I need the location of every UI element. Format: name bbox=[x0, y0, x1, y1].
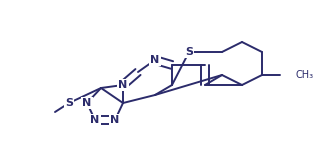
Text: S: S bbox=[185, 47, 193, 57]
Text: N: N bbox=[82, 98, 92, 108]
Text: CH₃: CH₃ bbox=[295, 70, 313, 80]
Text: N: N bbox=[150, 55, 160, 65]
Text: N: N bbox=[90, 115, 99, 125]
Text: N: N bbox=[110, 115, 120, 125]
Text: N: N bbox=[118, 80, 128, 90]
Text: S: S bbox=[65, 98, 73, 108]
